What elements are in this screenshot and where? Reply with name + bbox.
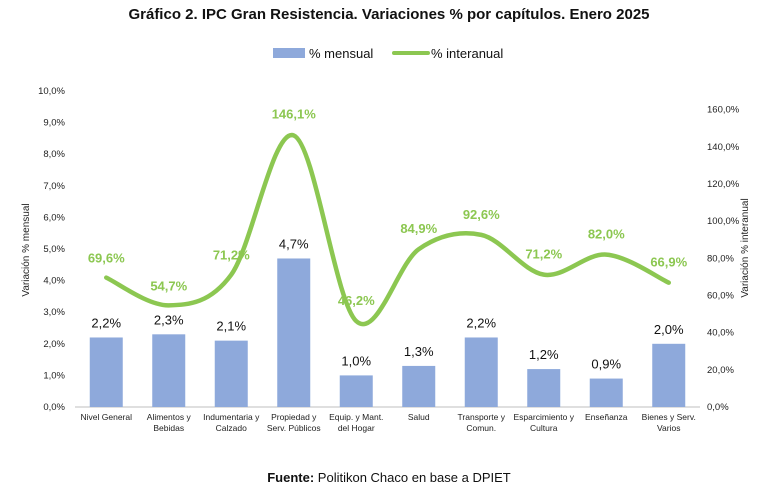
right-tick-label: 100,0%: [707, 216, 740, 227]
right-tick-label: 80,0%: [707, 253, 734, 264]
bar: [464, 337, 498, 407]
left-tick-label: 5,0%: [43, 244, 65, 255]
left-tick-label: 6,0%: [43, 212, 65, 223]
left-axis-label: Variación % mensual: [21, 203, 32, 296]
right-tick-label: 140,0%: [707, 142, 740, 153]
bar-value-label: 0,9%: [591, 357, 621, 372]
category-label-line: Transporte y: [458, 412, 506, 422]
category-label-line: Comun.: [466, 423, 496, 433]
category-label: Alimentos y Bebidas: [147, 412, 192, 433]
line-value-label: 92,6%: [463, 207, 500, 222]
right-axis: 0,0% 20,0% 40,0% 60,0% 80,0% 100,0% 120,0% 140,…: [707, 105, 740, 413]
left-tick-label: 9,0%: [43, 118, 65, 129]
category-label-line: Varios: [657, 423, 680, 433]
left-tick-label: 10,0%: [38, 86, 65, 97]
source-text: Politikon Chaco en base a DPIET: [314, 470, 511, 485]
category-label-line: Indumentaria y: [203, 412, 260, 422]
bar-value-label: 2,2%: [466, 315, 496, 330]
line-value-label: 46,2%: [338, 293, 375, 308]
source-label: Fuente:: [267, 470, 314, 485]
right-tick-label: 20,0%: [707, 365, 734, 376]
right-tick-label: 60,0%: [707, 290, 734, 301]
category-labels: Nivel General Alimentos y Bebidas Indumenta…: [81, 412, 696, 433]
line-value-label: 71,2%: [213, 248, 250, 263]
bar-value-label: 2,2%: [91, 315, 121, 330]
right-tick-label: 40,0%: [707, 328, 734, 339]
line-value-label: 84,9%: [400, 221, 437, 236]
left-tick-label: 2,0%: [43, 339, 65, 350]
category-label-line: Bebidas: [153, 423, 184, 433]
bar-value-label: 1,3%: [404, 344, 434, 359]
line-value-label: 54,7%: [150, 278, 187, 293]
bar: [402, 365, 436, 407]
line-value-labels: 69,6% 54,7% 71,2% 146,1% 46,2% 84,9% 92,6% 71,2…: [88, 106, 688, 308]
right-tick-label: 120,0%: [707, 179, 740, 190]
category-label-line: Esparcimiento y: [514, 412, 575, 422]
left-tick-label: 8,0%: [43, 149, 65, 160]
left-tick-label: 1,0%: [43, 370, 65, 381]
interanual-line: [104, 133, 671, 327]
line-value-label: 82,0%: [588, 227, 625, 242]
chart-title: Gráfico 2. IPC Gran Resistencia. Variaci…: [128, 6, 649, 23]
bar-value-label: 2,3%: [154, 312, 184, 327]
category-label-line: Salud: [408, 412, 430, 422]
category-label-line: Alimentos y: [147, 412, 192, 422]
bar-value-label: 1,0%: [341, 353, 371, 368]
bar: [339, 375, 373, 407]
line-value-label: 69,6%: [88, 251, 125, 266]
category-label: Esparcimiento y Cultura: [514, 412, 575, 433]
bar: [277, 258, 311, 407]
bar: [527, 369, 561, 407]
line-value-label: 71,2%: [525, 247, 562, 262]
line-value-label: 66,9%: [650, 255, 687, 270]
bar-value-label: 4,7%: [279, 236, 309, 251]
bar-series: [89, 258, 686, 407]
left-tick-label: 4,0%: [43, 276, 65, 287]
legend-label-interanual: % interanual: [431, 46, 503, 61]
category-label: Transporte y Comun.: [458, 412, 506, 433]
right-tick-label: 0,0%: [707, 402, 729, 413]
category-label-line: Bienes y Serv.: [642, 412, 696, 422]
line-value-label: 146,1%: [272, 106, 317, 121]
legend-label-mensual: % mensual: [309, 46, 373, 61]
category-label-line: del Hogar: [338, 423, 375, 433]
category-label-line: Calzado: [216, 423, 247, 433]
legend-swatch-mensual: [273, 48, 305, 58]
bar-value-labels: 2,2% 2,3% 2,1% 4,7% 1,0% 1,3% 2,2% 1,2% 0,9% 2,0%: [91, 236, 684, 371]
bar: [652, 343, 686, 407]
category-label-line: Cultura: [530, 423, 558, 433]
bar-value-label: 2,0%: [654, 322, 684, 337]
bar: [152, 334, 186, 407]
left-tick-label: 7,0%: [43, 181, 65, 192]
category-label: Equip. y Mant. del Hogar: [329, 412, 383, 433]
bar-value-label: 1,2%: [529, 347, 559, 362]
category-label: Bienes y Serv. Varios: [642, 412, 696, 433]
left-axis: 0,0% 1,0% 2,0% 3,0% 4,0% 5,0% 6,0% 7,0% 8,0% 9,0%…: [38, 86, 65, 413]
category-label: Nivel General: [81, 412, 133, 422]
category-label-line: Equip. y Mant.: [329, 412, 383, 422]
right-axis-label: Variación % interanual: [740, 198, 751, 297]
left-tick-label: 3,0%: [43, 307, 65, 318]
left-tick-label: 0,0%: [43, 402, 65, 413]
bar: [214, 340, 248, 407]
category-label-line: Propiedad y: [271, 412, 317, 422]
category-label-line: Nivel General: [81, 412, 133, 422]
right-tick-label: 160,0%: [707, 105, 740, 116]
legend: % mensual % interanual: [273, 46, 503, 61]
category-label-line: Serv. Públicos: [267, 423, 321, 433]
source-note: Fuente: Politikon Chaco en base a DPIET: [267, 470, 511, 485]
category-label: Indumentaria y Calzado: [203, 412, 260, 433]
category-label: Propiedad y Serv. Públicos: [267, 412, 321, 433]
category-label: Enseñanza: [585, 412, 628, 422]
bar: [589, 378, 623, 407]
category-label: Salud: [408, 412, 430, 422]
category-label-line: Enseñanza: [585, 412, 628, 422]
bar-value-label: 2,1%: [216, 319, 246, 334]
bar: [89, 337, 123, 407]
